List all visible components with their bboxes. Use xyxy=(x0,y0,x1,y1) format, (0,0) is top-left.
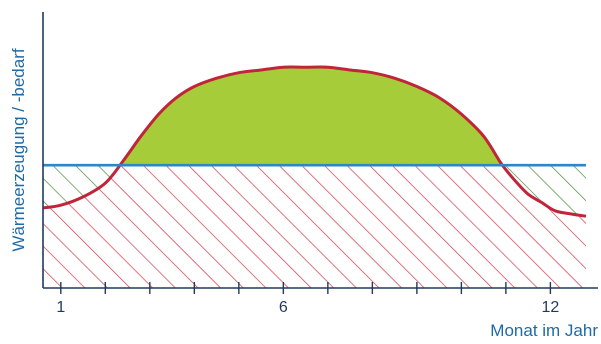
y-axis-title: Wärmeerzeugung / -bedarf xyxy=(9,48,28,251)
x-tick-label-12: 12 xyxy=(541,299,559,316)
surplus-area xyxy=(120,66,503,166)
demand-curve xyxy=(42,65,587,218)
x-tick-label-1: 1 xyxy=(56,299,65,316)
covered-demand-area xyxy=(43,165,586,288)
x-axis-title: Monat im Jahr xyxy=(490,321,598,340)
x-tick-label-6: 6 xyxy=(279,299,288,316)
deficit-area xyxy=(43,165,586,217)
